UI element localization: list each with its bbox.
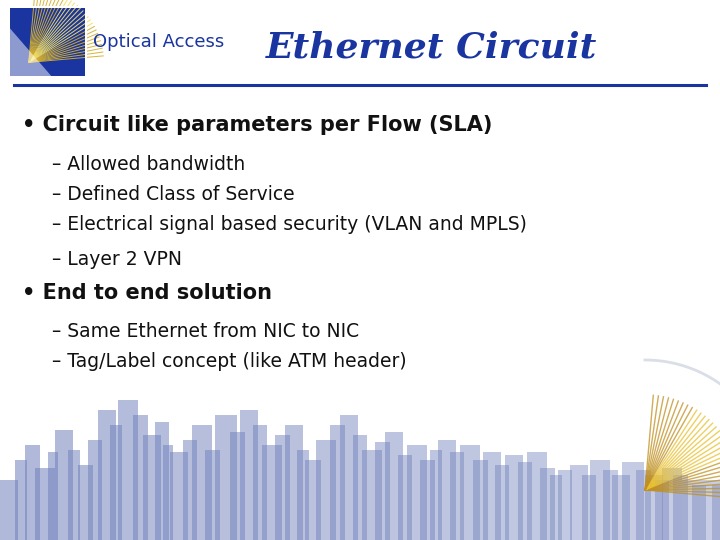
FancyBboxPatch shape — [590, 460, 610, 540]
Text: Ethernet Circuit: Ethernet Circuit — [266, 31, 598, 65]
FancyBboxPatch shape — [483, 452, 501, 540]
FancyBboxPatch shape — [98, 410, 116, 540]
FancyBboxPatch shape — [673, 475, 688, 540]
FancyBboxPatch shape — [398, 455, 412, 540]
Text: • End to end solution: • End to end solution — [22, 283, 272, 303]
FancyBboxPatch shape — [550, 475, 562, 540]
FancyBboxPatch shape — [473, 460, 488, 540]
FancyBboxPatch shape — [612, 475, 630, 540]
FancyBboxPatch shape — [662, 468, 682, 540]
FancyBboxPatch shape — [48, 452, 58, 540]
FancyBboxPatch shape — [692, 485, 706, 540]
FancyBboxPatch shape — [133, 415, 148, 540]
FancyBboxPatch shape — [25, 445, 40, 540]
FancyBboxPatch shape — [183, 440, 197, 540]
FancyBboxPatch shape — [85, 6, 87, 78]
FancyBboxPatch shape — [110, 425, 122, 540]
FancyBboxPatch shape — [460, 445, 480, 540]
FancyBboxPatch shape — [297, 450, 309, 540]
FancyBboxPatch shape — [527, 452, 547, 540]
FancyBboxPatch shape — [8, 76, 87, 78]
FancyBboxPatch shape — [118, 400, 138, 540]
FancyBboxPatch shape — [330, 425, 345, 540]
FancyBboxPatch shape — [420, 460, 435, 540]
Text: – Tag/Label concept (like ATM header): – Tag/Label concept (like ATM header) — [52, 352, 407, 371]
Text: Optical Access: Optical Access — [93, 33, 224, 51]
FancyBboxPatch shape — [438, 440, 456, 540]
FancyBboxPatch shape — [700, 480, 720, 540]
FancyBboxPatch shape — [88, 440, 102, 540]
FancyBboxPatch shape — [636, 470, 651, 540]
FancyBboxPatch shape — [340, 415, 358, 540]
FancyBboxPatch shape — [240, 410, 258, 540]
FancyBboxPatch shape — [570, 465, 588, 540]
Text: – Electrical signal based security (VLAN and MPLS): – Electrical signal based security (VLAN… — [52, 215, 527, 234]
FancyBboxPatch shape — [505, 455, 523, 540]
FancyBboxPatch shape — [353, 435, 367, 540]
FancyBboxPatch shape — [285, 425, 303, 540]
FancyBboxPatch shape — [205, 450, 220, 540]
FancyBboxPatch shape — [450, 452, 464, 540]
FancyBboxPatch shape — [8, 6, 10, 78]
FancyBboxPatch shape — [143, 435, 161, 540]
FancyBboxPatch shape — [316, 440, 336, 540]
FancyBboxPatch shape — [215, 415, 237, 540]
FancyBboxPatch shape — [682, 480, 700, 540]
FancyBboxPatch shape — [10, 8, 85, 76]
FancyBboxPatch shape — [305, 460, 321, 540]
Text: – Layer 2 VPN: – Layer 2 VPN — [52, 250, 182, 269]
FancyBboxPatch shape — [230, 432, 245, 540]
FancyBboxPatch shape — [155, 422, 169, 540]
FancyBboxPatch shape — [712, 485, 720, 540]
FancyBboxPatch shape — [558, 470, 572, 540]
Text: – Same Ethernet from NIC to NIC: – Same Ethernet from NIC to NIC — [52, 322, 359, 341]
FancyBboxPatch shape — [35, 468, 55, 540]
FancyBboxPatch shape — [275, 435, 290, 540]
FancyBboxPatch shape — [603, 470, 618, 540]
FancyBboxPatch shape — [170, 452, 188, 540]
FancyBboxPatch shape — [495, 465, 509, 540]
FancyBboxPatch shape — [407, 445, 427, 540]
Text: • Circuit like parameters per Flow (SLA): • Circuit like parameters per Flow (SLA) — [22, 115, 492, 135]
FancyBboxPatch shape — [518, 462, 532, 540]
FancyBboxPatch shape — [15, 460, 27, 540]
FancyBboxPatch shape — [540, 468, 555, 540]
FancyBboxPatch shape — [68, 450, 80, 540]
FancyBboxPatch shape — [655, 480, 669, 540]
FancyBboxPatch shape — [622, 462, 644, 540]
FancyBboxPatch shape — [362, 450, 382, 540]
Text: – Allowed bandwidth: – Allowed bandwidth — [52, 155, 246, 174]
FancyBboxPatch shape — [192, 425, 212, 540]
FancyBboxPatch shape — [78, 465, 93, 540]
FancyBboxPatch shape — [430, 450, 442, 540]
FancyBboxPatch shape — [385, 432, 403, 540]
FancyBboxPatch shape — [8, 6, 87, 8]
FancyBboxPatch shape — [55, 430, 73, 540]
FancyBboxPatch shape — [582, 475, 596, 540]
FancyBboxPatch shape — [253, 425, 267, 540]
FancyBboxPatch shape — [163, 445, 173, 540]
Text: – Defined Class of Service: – Defined Class of Service — [52, 185, 294, 204]
Polygon shape — [10, 29, 51, 76]
FancyBboxPatch shape — [0, 480, 18, 540]
FancyBboxPatch shape — [262, 445, 282, 540]
FancyBboxPatch shape — [375, 442, 390, 540]
FancyBboxPatch shape — [645, 475, 663, 540]
